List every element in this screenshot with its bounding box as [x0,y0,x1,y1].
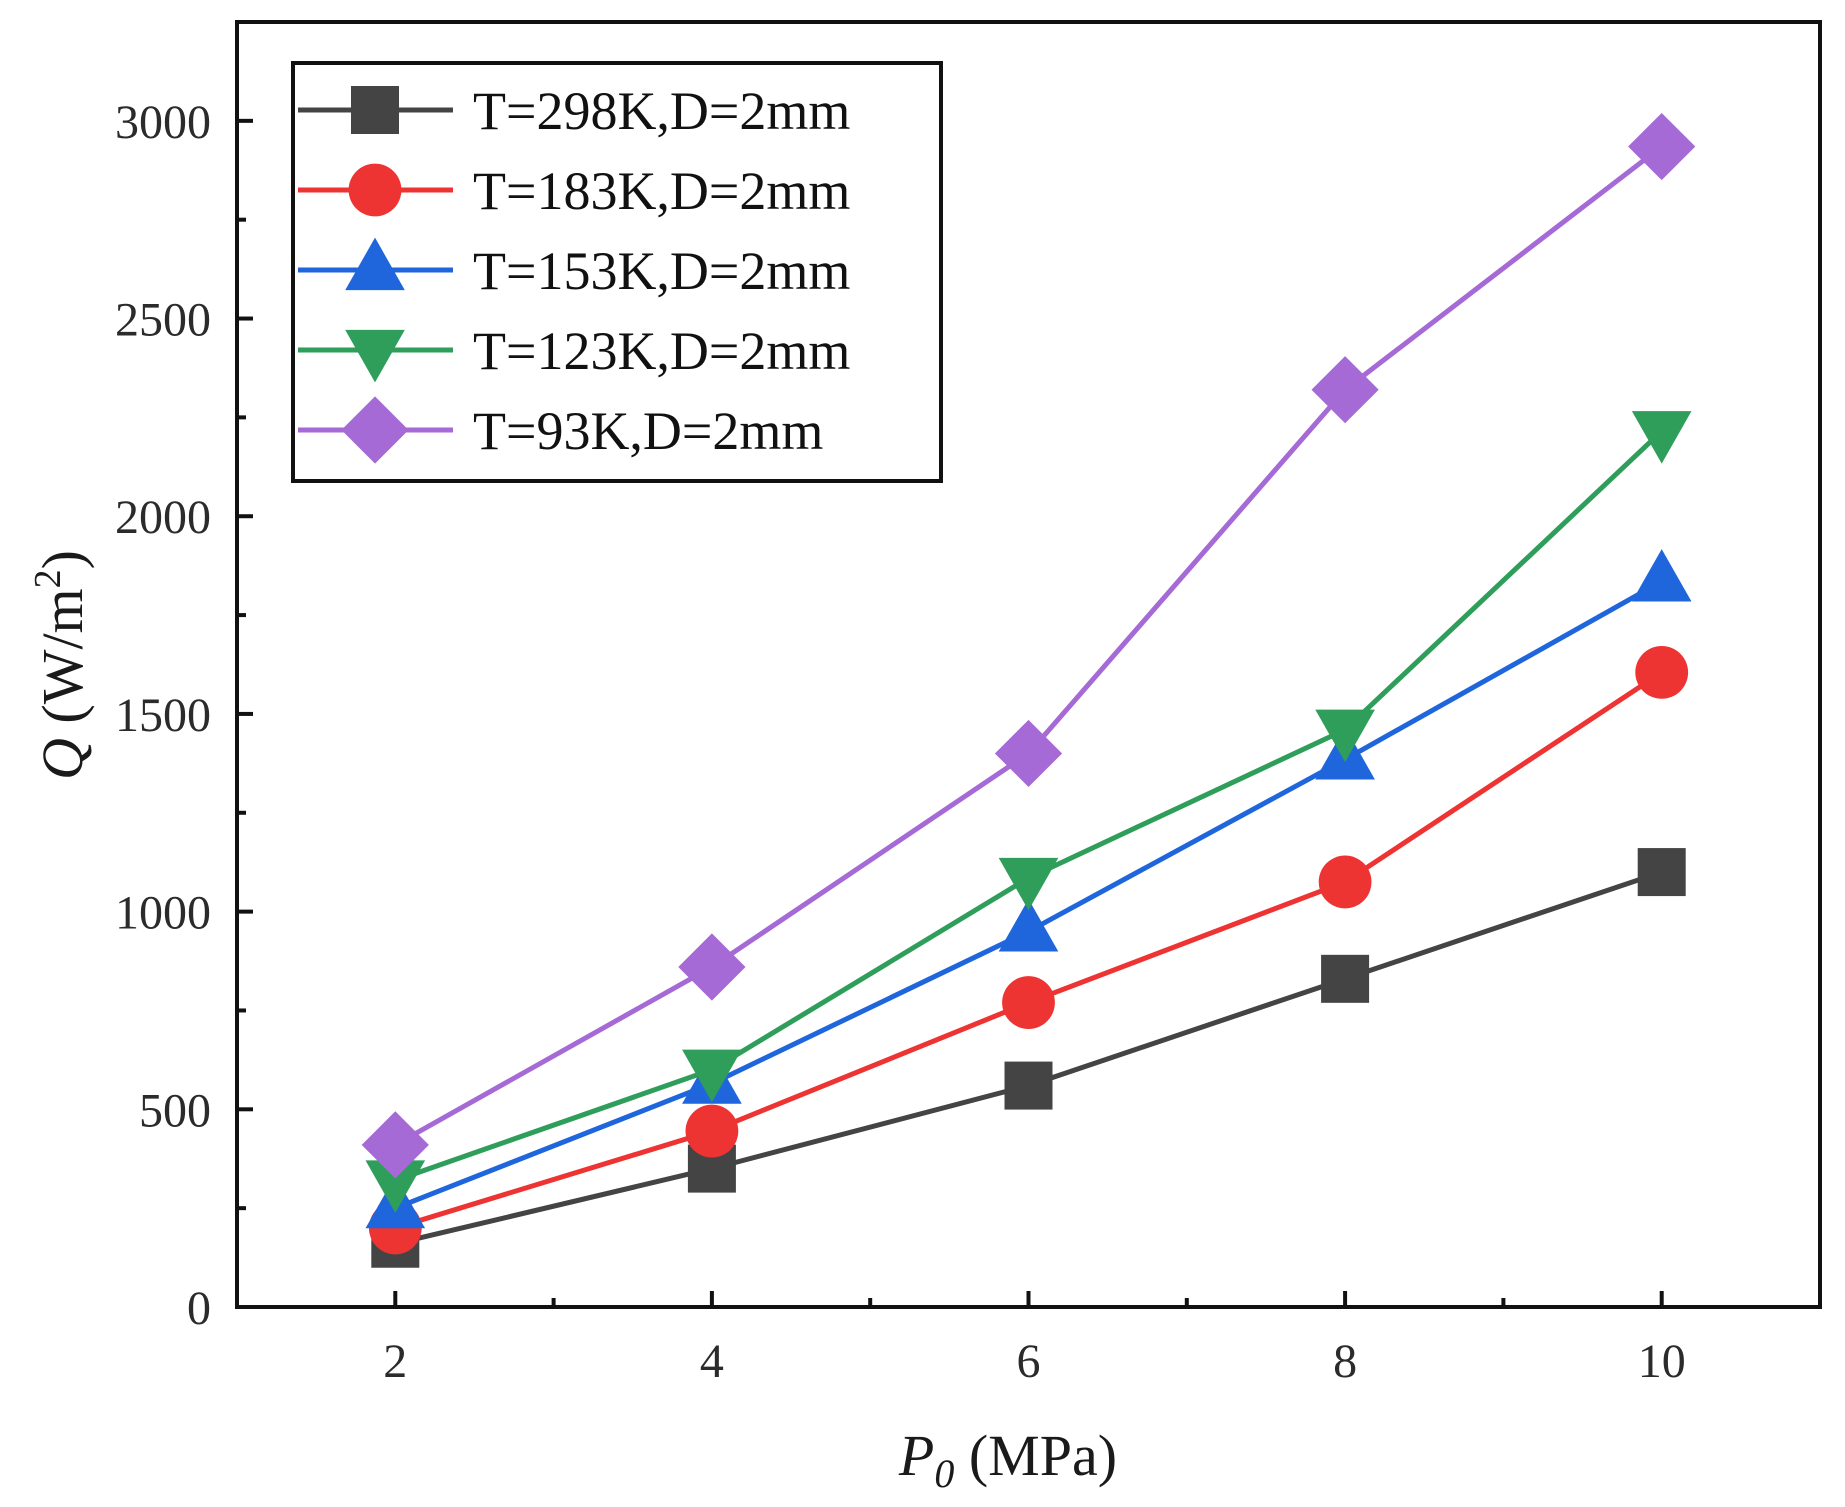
series-3-marker [1632,549,1692,601]
x-axis-subscript: 0 [934,1451,954,1496]
legend-label: T=153K,D=2mm [473,241,850,301]
y-tick-label: 3000 [115,96,211,149]
x-tick-label: 10 [1638,1335,1686,1388]
series-5-marker [1628,113,1695,180]
series-4-marker [1632,411,1692,463]
series-2-marker [1002,976,1055,1029]
legend-marker [351,86,399,134]
x-axis-unit: (MPa) [954,1423,1117,1488]
y-tick-label: 1500 [115,689,211,742]
x-axis-symbol: P [898,1423,934,1488]
legend-item: T=93K,D=2mm [298,396,823,463]
series-1-marker [1321,955,1369,1003]
series-2-marker [1319,856,1372,909]
x-axis-title: P0 (MPa) [898,1423,1117,1496]
series-1-marker [1638,848,1686,896]
line-chart: 2 4 6 8 10050010001500200025003000 P0 (MPa) … [0,0,1845,1507]
legend: T=298K,D=2mm T=183K,D=2mm T=153K,D=2mm T=12… [293,63,941,481]
series-4-marker [1315,710,1375,762]
legend-item: T=298K,D=2mm [298,81,850,141]
series-2-marker [686,1105,739,1158]
series-1-marker [1005,1062,1053,1110]
legend-label: T=123K,D=2mm [473,321,850,381]
legend-marker [349,164,402,217]
x-tick-label: 4 [700,1335,724,1388]
series-5-marker [678,933,745,1000]
legend-label: T=298K,D=2mm [473,81,850,141]
y-tick-label: 0 [187,1282,211,1335]
y-axis-unit: (W/m [30,588,95,738]
x-tick-label: 2 [383,1335,407,1388]
legend-item: T=183K,D=2mm [298,161,850,221]
y-tick-label: 500 [139,1084,211,1137]
series-4-marker [999,858,1059,910]
y-axis-title: Q (W/m2) [27,550,95,780]
series-2-marker [1635,646,1688,699]
y-tick-label: 1000 [115,887,211,940]
y-tick-label: 2000 [115,491,211,544]
y-axis-close: ) [30,550,95,569]
y-tick-label: 2500 [115,294,211,347]
legend-label: T=93K,D=2mm [473,401,823,461]
y-axis-symbol: Q [30,738,95,780]
legend-label: T=183K,D=2mm [473,161,850,221]
y-axis-superscript: 2 [27,569,69,588]
x-tick-label: 6 [1017,1335,1041,1388]
chart-figure: 2 4 6 8 10 0 500 1000 1500 2000 2500 3000 P0 (MPa) … [0,0,1845,1507]
x-tick-label: 8 [1333,1335,1357,1388]
